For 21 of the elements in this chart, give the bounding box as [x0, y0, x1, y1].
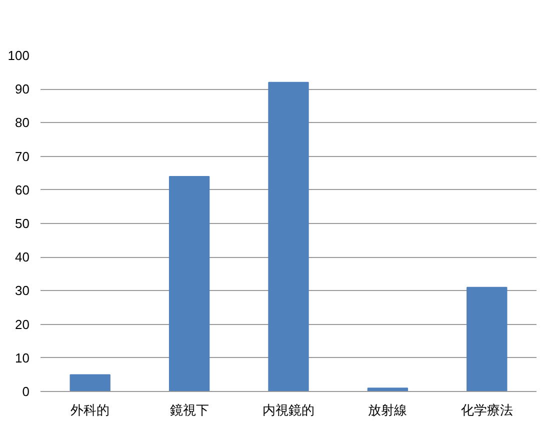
y-tick-label: 100: [8, 48, 30, 63]
bar: [70, 374, 110, 392]
bar: [168, 176, 210, 392]
bar: [466, 286, 508, 392]
y-tick-label: 80: [15, 115, 30, 130]
y-tick-label: 30: [15, 283, 30, 298]
bar: [367, 388, 408, 392]
x-tick-label: 外科的: [70, 402, 110, 418]
x-tick-label: 内視鏡的: [262, 402, 314, 418]
y-tick-label: 50: [15, 216, 30, 231]
y-tick-label: 20: [15, 316, 30, 332]
y-tick-label: 60: [15, 182, 30, 198]
y-tick-label: 90: [15, 82, 30, 97]
y-tick-label: 40: [15, 250, 30, 265]
x-tick-label: 化学療法: [460, 402, 513, 418]
y-tick-label: 70: [15, 148, 30, 164]
bar: [268, 82, 309, 392]
y-tick-label: 0: [22, 384, 30, 399]
x-tick-label: 鏡視下: [170, 402, 209, 418]
x-tick-label: 放射線: [368, 402, 408, 418]
y-tick-label: 10: [15, 350, 30, 366]
